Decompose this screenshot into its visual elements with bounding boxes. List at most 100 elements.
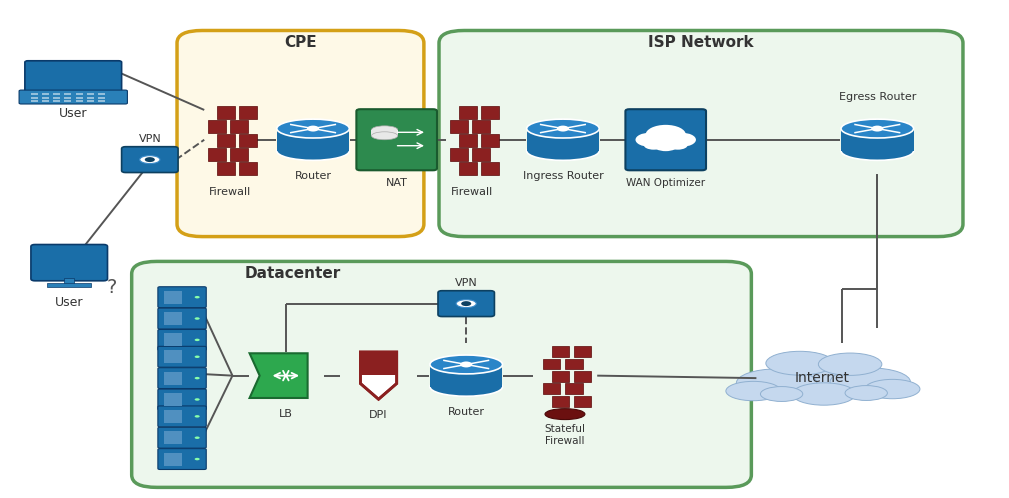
FancyBboxPatch shape <box>239 134 257 147</box>
FancyBboxPatch shape <box>481 134 498 147</box>
FancyBboxPatch shape <box>208 148 226 160</box>
Ellipse shape <box>276 119 349 138</box>
Text: User: User <box>59 108 88 121</box>
Text: Egress Router: Egress Router <box>838 93 916 103</box>
Text: Firewall: Firewall <box>209 187 251 197</box>
Bar <box>98 97 105 99</box>
Circle shape <box>195 317 200 320</box>
Bar <box>31 93 38 95</box>
FancyBboxPatch shape <box>157 346 206 367</box>
Ellipse shape <box>371 132 398 140</box>
FancyBboxPatch shape <box>25 61 122 93</box>
Bar <box>87 93 94 95</box>
Bar <box>163 410 182 423</box>
FancyBboxPatch shape <box>157 368 206 388</box>
Circle shape <box>668 133 696 147</box>
Circle shape <box>646 125 686 145</box>
FancyBboxPatch shape <box>31 245 108 281</box>
Bar <box>31 97 38 99</box>
Circle shape <box>195 398 200 401</box>
FancyBboxPatch shape <box>239 162 257 174</box>
FancyBboxPatch shape <box>459 107 476 119</box>
FancyBboxPatch shape <box>552 396 569 407</box>
FancyBboxPatch shape <box>177 30 424 237</box>
Ellipse shape <box>842 119 913 138</box>
Bar <box>842 128 913 151</box>
FancyBboxPatch shape <box>239 107 257 119</box>
FancyBboxPatch shape <box>450 148 468 160</box>
FancyBboxPatch shape <box>543 383 560 394</box>
Bar <box>42 100 49 102</box>
Bar <box>163 291 182 304</box>
Circle shape <box>195 339 200 341</box>
FancyBboxPatch shape <box>626 109 706 170</box>
Bar <box>76 97 83 99</box>
FancyBboxPatch shape <box>574 396 591 407</box>
Ellipse shape <box>456 300 476 308</box>
Ellipse shape <box>527 119 599 138</box>
FancyBboxPatch shape <box>157 330 206 350</box>
FancyBboxPatch shape <box>459 162 476 174</box>
Ellipse shape <box>842 141 913 160</box>
Text: Router: Router <box>448 407 484 417</box>
Polygon shape <box>249 353 308 398</box>
Ellipse shape <box>846 385 887 400</box>
Text: Internet: Internet <box>794 371 850 385</box>
FancyBboxPatch shape <box>157 406 206 427</box>
Ellipse shape <box>761 386 803 401</box>
FancyBboxPatch shape <box>157 287 206 308</box>
FancyBboxPatch shape <box>356 109 437 170</box>
Ellipse shape <box>430 377 502 396</box>
Text: Ingress Router: Ingress Router <box>523 171 603 181</box>
Bar <box>53 100 61 102</box>
Ellipse shape <box>371 126 398 134</box>
Ellipse shape <box>865 379 920 399</box>
Bar <box>163 372 182 384</box>
Circle shape <box>195 458 200 460</box>
Circle shape <box>557 125 569 131</box>
Bar <box>163 453 182 466</box>
Bar <box>163 393 182 406</box>
FancyBboxPatch shape <box>439 30 963 237</box>
FancyBboxPatch shape <box>132 261 752 488</box>
Bar <box>98 100 105 102</box>
Circle shape <box>195 415 200 418</box>
Polygon shape <box>360 352 397 374</box>
FancyBboxPatch shape <box>157 449 206 470</box>
Circle shape <box>653 138 679 151</box>
Bar <box>65 100 72 102</box>
Text: NAT: NAT <box>385 178 408 188</box>
Text: Router: Router <box>295 171 332 181</box>
FancyBboxPatch shape <box>208 121 226 133</box>
FancyBboxPatch shape <box>217 134 235 147</box>
Ellipse shape <box>737 369 816 397</box>
Circle shape <box>460 362 472 368</box>
Bar <box>527 128 599 151</box>
FancyBboxPatch shape <box>543 359 560 370</box>
Ellipse shape <box>276 141 349 160</box>
Circle shape <box>195 296 200 298</box>
Bar <box>65 278 75 285</box>
FancyBboxPatch shape <box>217 162 235 174</box>
Bar <box>76 93 83 95</box>
Ellipse shape <box>527 141 599 160</box>
FancyBboxPatch shape <box>450 121 468 133</box>
FancyBboxPatch shape <box>157 389 206 410</box>
Ellipse shape <box>792 383 856 405</box>
Bar <box>163 312 182 325</box>
FancyBboxPatch shape <box>552 371 569 382</box>
Bar <box>163 431 182 444</box>
Text: DPI: DPI <box>369 410 387 420</box>
Bar <box>65 93 72 95</box>
Bar <box>47 283 92 287</box>
Ellipse shape <box>139 156 159 163</box>
FancyBboxPatch shape <box>438 291 494 317</box>
Bar <box>87 100 94 102</box>
FancyBboxPatch shape <box>552 346 569 357</box>
Circle shape <box>195 436 200 439</box>
Circle shape <box>307 125 319 131</box>
FancyBboxPatch shape <box>574 346 591 357</box>
Bar <box>65 97 72 99</box>
FancyBboxPatch shape <box>157 427 206 448</box>
Circle shape <box>144 157 154 162</box>
